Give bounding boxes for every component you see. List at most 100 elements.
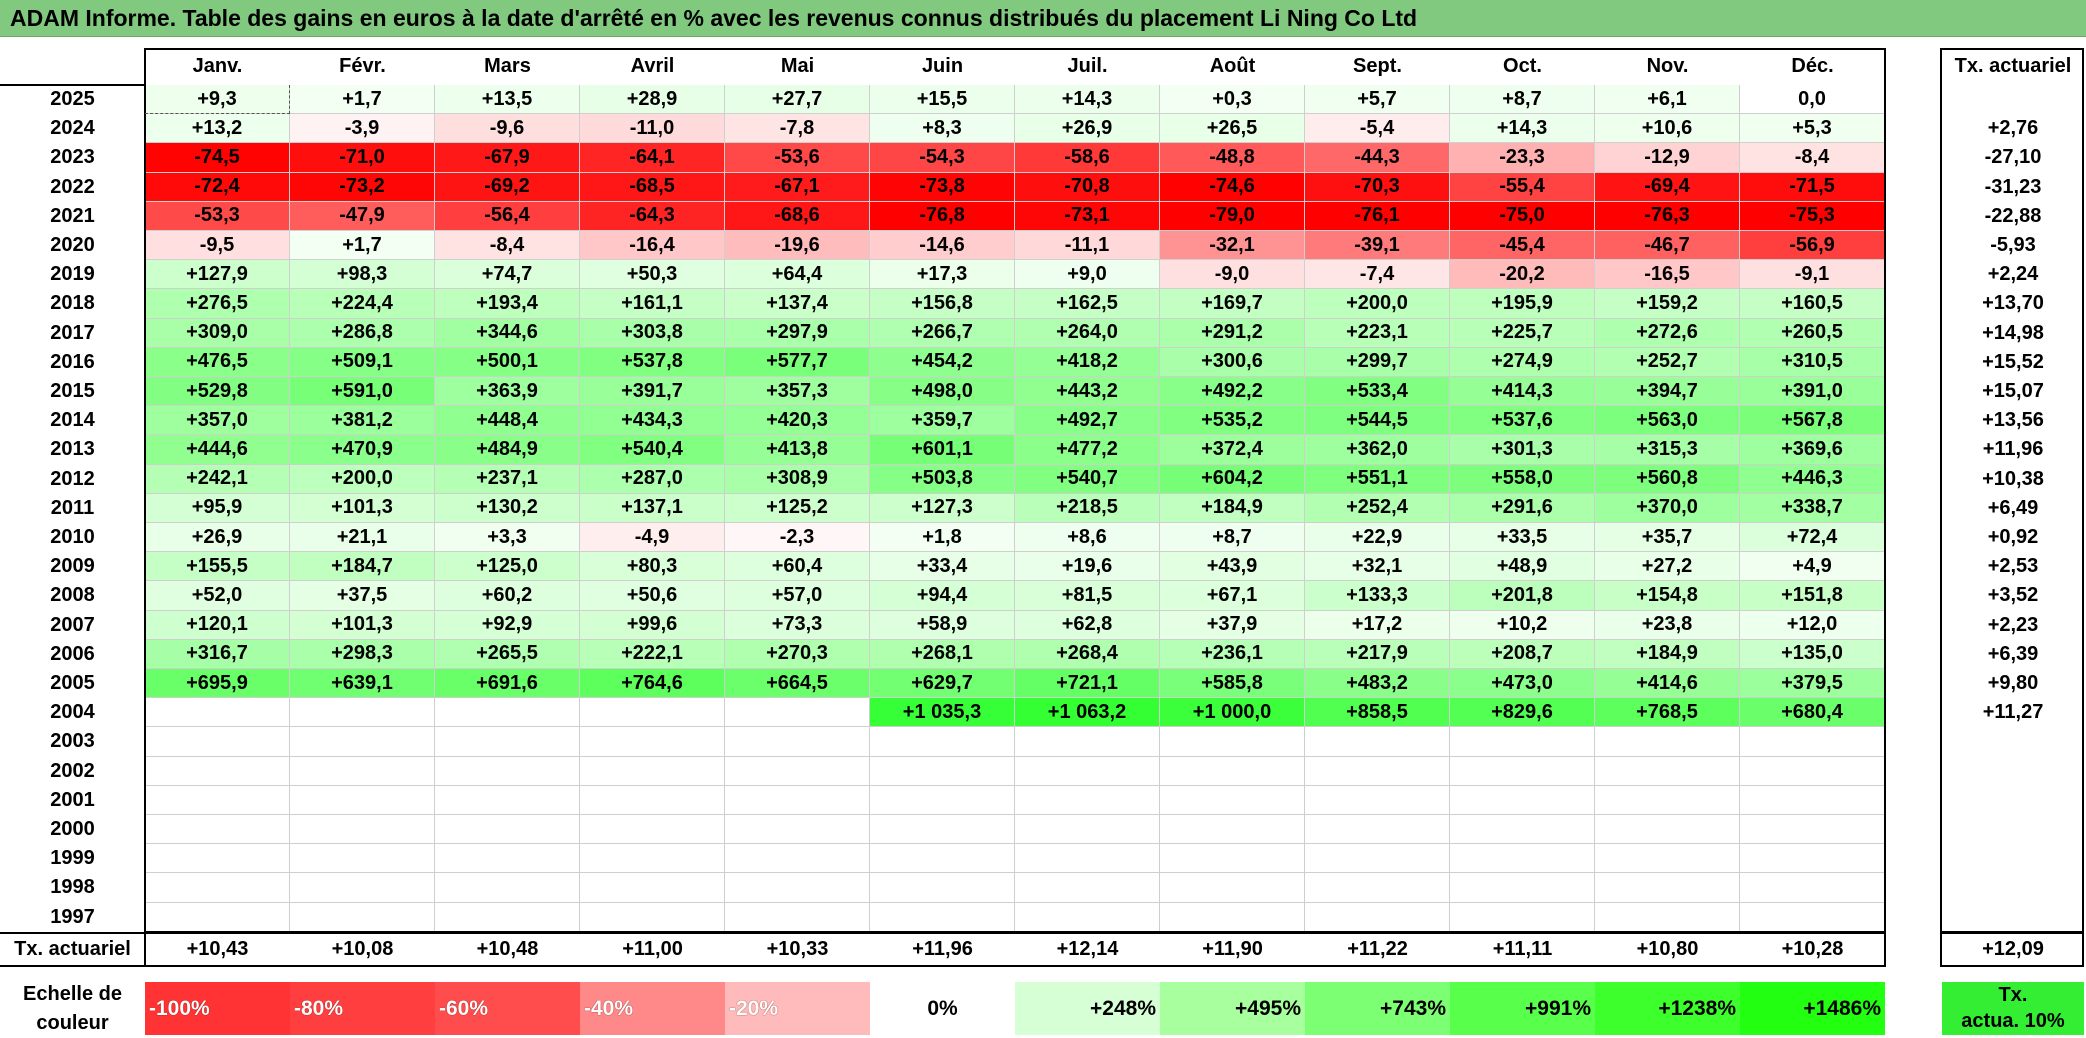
value-cell[interactable]: +558,0 [1450,464,1595,494]
value-cell[interactable]: -9,5 [145,231,290,261]
value-cell[interactable]: -47,9 [290,201,435,231]
value-cell[interactable]: -32,1 [1160,231,1305,261]
value-cell[interactable]: +35,7 [1595,523,1740,553]
value-cell[interactable]: -68,5 [580,172,725,202]
value-cell[interactable]: +577,7 [725,347,870,377]
value-cell[interactable] [1305,873,1450,903]
value-cell[interactable]: +92,9 [435,610,580,640]
value-cell[interactable]: +5,7 [1305,85,1450,115]
value-cell[interactable]: -64,3 [580,201,725,231]
value-cell[interactable] [145,902,290,932]
value-cell[interactable]: +94,4 [870,581,1015,611]
value-cell[interactable]: -7,8 [725,114,870,144]
value-cell[interactable]: -69,4 [1595,172,1740,202]
value-cell[interactable]: -79,0 [1160,201,1305,231]
value-cell[interactable] [290,756,435,786]
value-cell[interactable]: +67,1 [1160,581,1305,611]
value-cell[interactable]: +1 000,0 [1160,698,1305,728]
value-cell[interactable]: +8,7 [1160,523,1305,553]
value-cell[interactable] [1595,785,1740,815]
value-cell[interactable]: -8,4 [1740,143,1885,173]
value-cell[interactable]: +101,3 [290,493,435,523]
value-cell[interactable] [1160,756,1305,786]
value-cell[interactable] [1160,844,1305,874]
value-cell[interactable]: +223,1 [1305,318,1450,348]
value-cell[interactable]: +529,8 [145,377,290,407]
value-cell[interactable]: +81,5 [1015,581,1160,611]
value-cell[interactable]: +236,1 [1160,639,1305,669]
value-cell[interactable]: +444,6 [145,435,290,465]
value-cell[interactable]: +477,2 [1015,435,1160,465]
value-cell[interactable]: +298,3 [290,639,435,669]
value-cell[interactable]: +297,9 [725,318,870,348]
value-cell[interactable]: -44,3 [1305,143,1450,173]
value-cell[interactable]: +639,1 [290,669,435,699]
value-cell[interactable]: +6,1 [1595,85,1740,115]
value-cell[interactable] [1740,727,1885,757]
value-cell[interactable] [1450,873,1595,903]
value-cell[interactable] [435,698,580,728]
value-cell[interactable]: -5,4 [1305,114,1450,144]
value-cell[interactable] [870,873,1015,903]
value-cell[interactable]: -70,8 [1015,172,1160,202]
value-cell[interactable]: +13,5 [435,85,580,115]
value-cell[interactable]: +372,4 [1160,435,1305,465]
value-cell[interactable]: +829,6 [1450,698,1595,728]
value-cell[interactable]: +470,9 [290,435,435,465]
value-cell[interactable] [1740,815,1885,845]
value-cell[interactable] [1015,756,1160,786]
value-cell[interactable] [1595,815,1740,845]
value-cell[interactable]: +585,8 [1160,669,1305,699]
value-cell[interactable]: -9,6 [435,114,580,144]
value-cell[interactable]: +858,5 [1305,698,1450,728]
value-cell[interactable]: +362,0 [1305,435,1450,465]
value-cell[interactable]: +8,6 [1015,523,1160,553]
value-cell[interactable]: +272,6 [1595,318,1740,348]
value-cell[interactable]: -76,8 [870,201,1015,231]
value-cell[interactable]: +252,7 [1595,347,1740,377]
value-cell[interactable]: +413,8 [725,435,870,465]
value-cell[interactable]: +492,7 [1015,406,1160,436]
value-cell[interactable]: +1 063,2 [1015,698,1160,728]
value-cell[interactable]: +601,1 [870,435,1015,465]
value-cell[interactable] [580,815,725,845]
value-cell[interactable]: +379,5 [1740,669,1885,699]
value-cell[interactable]: -56,4 [435,201,580,231]
value-cell[interactable]: +48,9 [1450,552,1595,582]
value-cell[interactable] [1450,815,1595,845]
value-cell[interactable]: +27,7 [725,85,870,115]
value-cell[interactable]: +414,6 [1595,669,1740,699]
value-cell[interactable]: +1,7 [290,85,435,115]
value-cell[interactable]: -73,8 [870,172,1015,202]
value-cell[interactable]: +560,8 [1595,464,1740,494]
value-cell[interactable]: +535,2 [1160,406,1305,436]
value-cell[interactable]: +9,3 [145,85,290,115]
value-cell[interactable] [1160,902,1305,932]
value-cell[interactable]: +10,2 [1450,610,1595,640]
value-cell[interactable]: -74,5 [145,143,290,173]
value-cell[interactable]: -67,1 [725,172,870,202]
value-cell[interactable]: +0,3 [1160,85,1305,115]
value-cell[interactable]: +604,2 [1160,464,1305,494]
value-cell[interactable]: -64,1 [580,143,725,173]
value-cell[interactable]: +32,1 [1305,552,1450,582]
value-cell[interactable]: +448,4 [435,406,580,436]
value-cell[interactable] [1305,844,1450,874]
value-cell[interactable]: -71,0 [290,143,435,173]
value-cell[interactable]: +208,7 [1450,639,1595,669]
value-cell[interactable]: +37,5 [290,581,435,611]
value-cell[interactable] [435,873,580,903]
value-cell[interactable]: +264,0 [1015,318,1160,348]
value-cell[interactable]: +135,0 [1740,639,1885,669]
value-cell[interactable] [725,727,870,757]
value-cell[interactable]: +509,1 [290,347,435,377]
value-cell[interactable]: +270,3 [725,639,870,669]
value-cell[interactable]: +217,9 [1305,639,1450,669]
value-cell[interactable]: +26,9 [145,523,290,553]
value-cell[interactable] [1305,815,1450,845]
value-cell[interactable]: +162,5 [1015,289,1160,319]
value-cell[interactable]: +98,3 [290,260,435,290]
value-cell[interactable]: +664,5 [725,669,870,699]
value-cell[interactable]: +17,2 [1305,610,1450,640]
value-cell[interactable]: +201,8 [1450,581,1595,611]
